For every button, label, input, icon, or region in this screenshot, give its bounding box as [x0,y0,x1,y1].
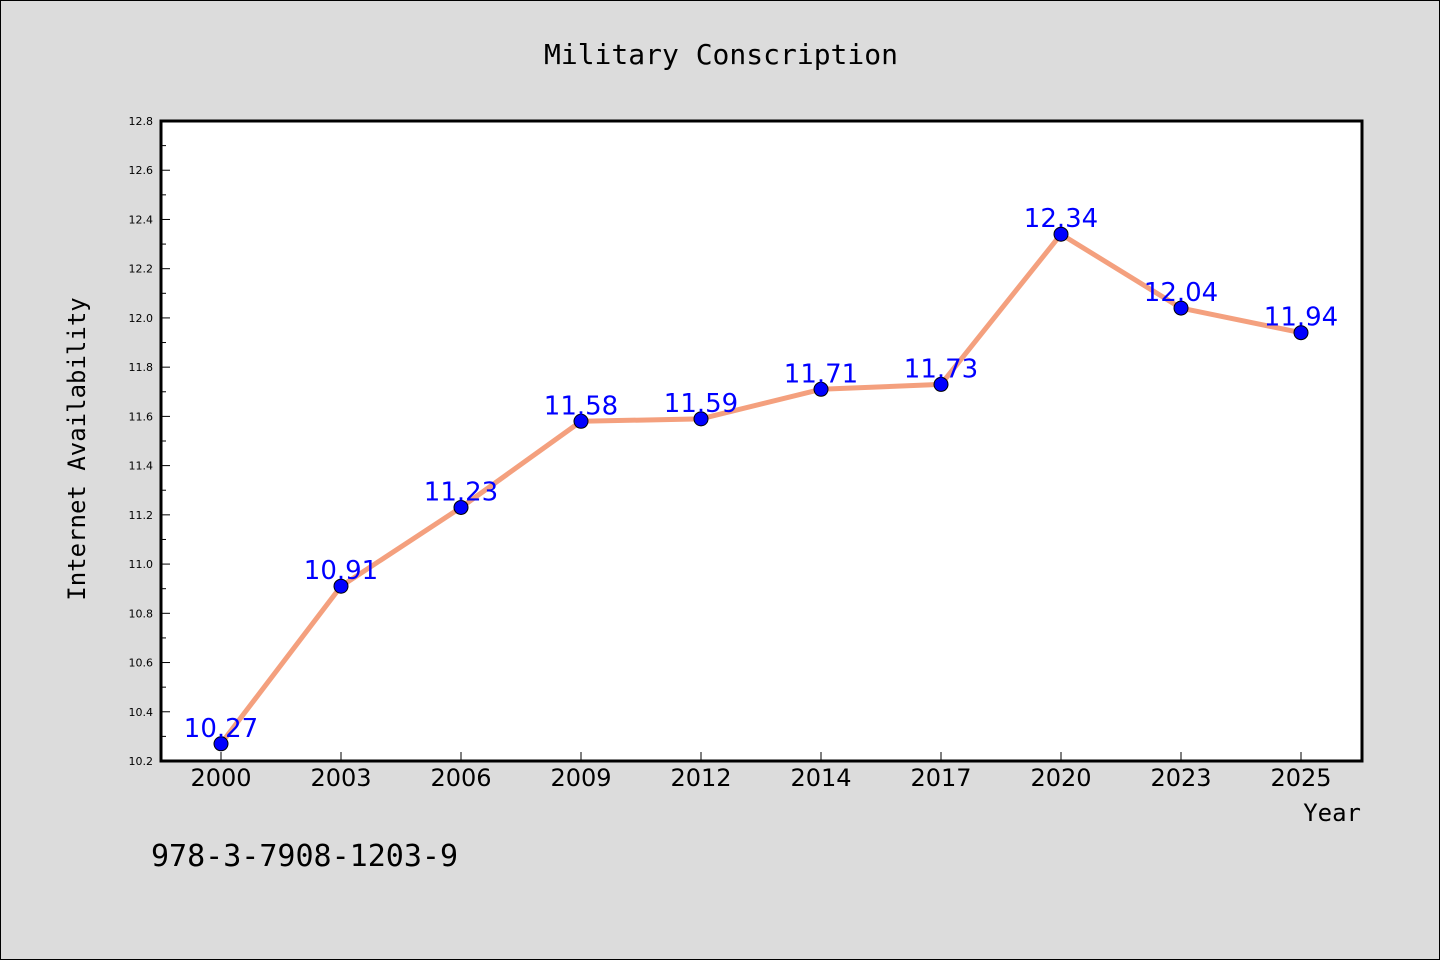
x-tick-label: 2023 [1150,764,1211,792]
series-layer [213,226,1309,752]
y-tick-label: 12.2 [129,263,154,276]
data-label: 11.71 [784,359,858,389]
x-tick-label: 2025 [1270,764,1331,792]
data-label: 11.23 [424,477,498,507]
y-tick-label: 12.0 [129,312,154,325]
x-tick-label: 2003 [310,764,371,792]
y-axis: 10.2 10.4 10.6 10.8 11.0 11.2 11.4 11.6 11.8 12.0… [129,115,170,768]
data-point [333,578,349,594]
y-tick-label: 12.8 [129,115,154,128]
y-tick-label: 11.2 [129,509,154,522]
x-tick-label: 2014 [790,764,851,792]
data-point [1173,300,1189,316]
y-tick-label: 11.4 [129,460,154,473]
data-point [213,736,229,752]
data-label: 11.94 [1264,303,1338,333]
data-label: 12.34 [1024,204,1098,234]
y-tick-label: 11.6 [129,410,154,423]
data-label: 11.58 [544,391,618,421]
chart-title: Military Conscription [544,38,898,71]
isbn-footer: 978-3-7908-1203-9 [151,839,458,874]
x-axis-label: Year [1303,799,1361,827]
y-tick-label: 10.8 [129,607,154,620]
data-point [693,411,709,427]
y-axis-label: Internet Availability [63,297,91,600]
data-point [1053,226,1069,242]
data-point [933,376,949,392]
data-labels: 10.27 10.91 11.23 11.58 11.59 11.71 11.73 12.34… [184,204,1338,744]
y-tick-label: 10.2 [129,755,154,768]
data-label: 12.04 [1144,278,1218,308]
y-tick-label: 12.4 [129,213,154,226]
data-point [453,499,469,515]
x-tick-label: 2012 [670,764,731,792]
data-label: 10.91 [304,556,378,586]
plot-area [159,119,1364,763]
y-tick-label: 10.4 [129,706,154,719]
series-line [219,231,1302,746]
y-tick-label: 11.8 [129,361,154,374]
data-point [1293,325,1309,341]
y-tick-label: 11.0 [129,558,154,571]
data-label: 10.27 [184,714,258,744]
data-point [573,413,589,429]
y-tick-label: 12.6 [129,164,154,177]
x-tick-label: 2000 [190,764,251,792]
x-tick-label: 2006 [430,764,491,792]
x-axis: 2000 2003 2006 2009 2012 2014 2017 2020 2023 2025 [190,752,1332,792]
x-tick-label: 2020 [1030,764,1091,792]
x-tick-label: 2009 [550,764,611,792]
data-label: 11.59 [664,389,738,419]
data-label: 11.73 [904,354,978,384]
data-point [813,381,829,397]
y-tick-label: 10.6 [129,657,154,670]
x-tick-label: 2017 [910,764,971,792]
